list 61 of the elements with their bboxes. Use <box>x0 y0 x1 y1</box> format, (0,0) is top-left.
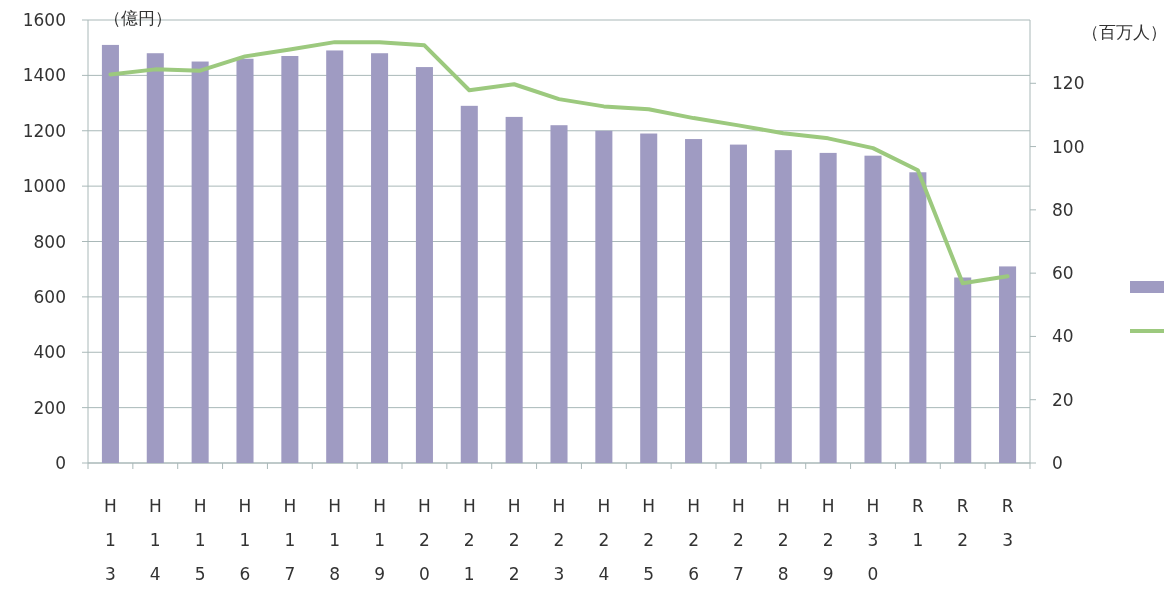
bar <box>774 150 792 463</box>
bar <box>729 144 747 463</box>
x-tick-label: H17 <box>283 496 297 584</box>
y2-tick-label: 100 <box>1052 136 1085 157</box>
x-tick-label: H30 <box>866 496 880 584</box>
y-tick-label: 600 <box>33 286 66 307</box>
x-tick-label: H14 <box>148 496 162 584</box>
bar <box>909 172 927 463</box>
x-tick-label: H20 <box>418 496 431 584</box>
bar <box>146 53 164 463</box>
x-tick-label: H27 <box>732 496 745 584</box>
x-tick-label: H23 <box>552 496 566 584</box>
y-tick-label: 800 <box>33 231 66 252</box>
y-tick-label: 1400 <box>22 65 66 86</box>
y-tick-label: 200 <box>33 397 66 418</box>
bar <box>415 67 433 463</box>
x-tick-label: H29 <box>821 496 835 584</box>
y2-tick-label: 60 <box>1052 263 1074 284</box>
bar <box>550 125 568 463</box>
y-tick-label: 1200 <box>22 120 66 141</box>
x-tick-label: H21 <box>462 496 476 584</box>
y-tick-label: 400 <box>33 342 66 363</box>
bar <box>191 61 209 463</box>
bar <box>505 116 523 463</box>
x-tick-label: R1 <box>911 496 924 550</box>
bar <box>864 155 882 463</box>
y2-axis-title: （百万人） <box>1082 22 1164 42</box>
bar <box>326 50 344 463</box>
x-tick-label: R2 <box>956 496 969 550</box>
x-tick-label: H15 <box>193 496 207 584</box>
bar <box>954 277 972 463</box>
bar <box>101 44 119 463</box>
x-tick-label: H18 <box>328 496 342 584</box>
y-axis-title: （億円） <box>104 8 172 28</box>
x-tick-label: H26 <box>687 496 700 584</box>
bar <box>371 53 389 463</box>
x-tick-label: H13 <box>104 496 117 584</box>
bar <box>685 139 703 463</box>
y-tick-label: 0 <box>55 453 66 473</box>
y2-tick-label: 40 <box>1052 326 1074 347</box>
y2-tick-label: 0 <box>1052 453 1063 473</box>
y2-tick-label: 80 <box>1052 199 1074 220</box>
bar <box>640 133 658 463</box>
bar <box>460 105 478 463</box>
bar <box>595 130 613 463</box>
x-tick-label: H28 <box>776 496 790 584</box>
bar <box>281 55 299 463</box>
x-tick-label: H24 <box>597 496 611 584</box>
y2-tick-label: 20 <box>1052 389 1074 410</box>
x-tick-label: H19 <box>373 496 386 584</box>
x-tick-label: H25 <box>642 496 656 584</box>
y-tick-label: 1600 <box>22 10 66 30</box>
y2-tick-label: 120 <box>1052 73 1085 94</box>
x-tick-label: R3 <box>1001 496 1014 550</box>
line-series <box>108 40 1010 286</box>
bar <box>999 266 1017 463</box>
bar <box>236 58 254 463</box>
bar <box>819 152 837 463</box>
y-tick-label: 1000 <box>22 176 66 197</box>
x-tick-label: H16 <box>238 496 252 584</box>
x-tick-label: H22 <box>507 496 521 584</box>
